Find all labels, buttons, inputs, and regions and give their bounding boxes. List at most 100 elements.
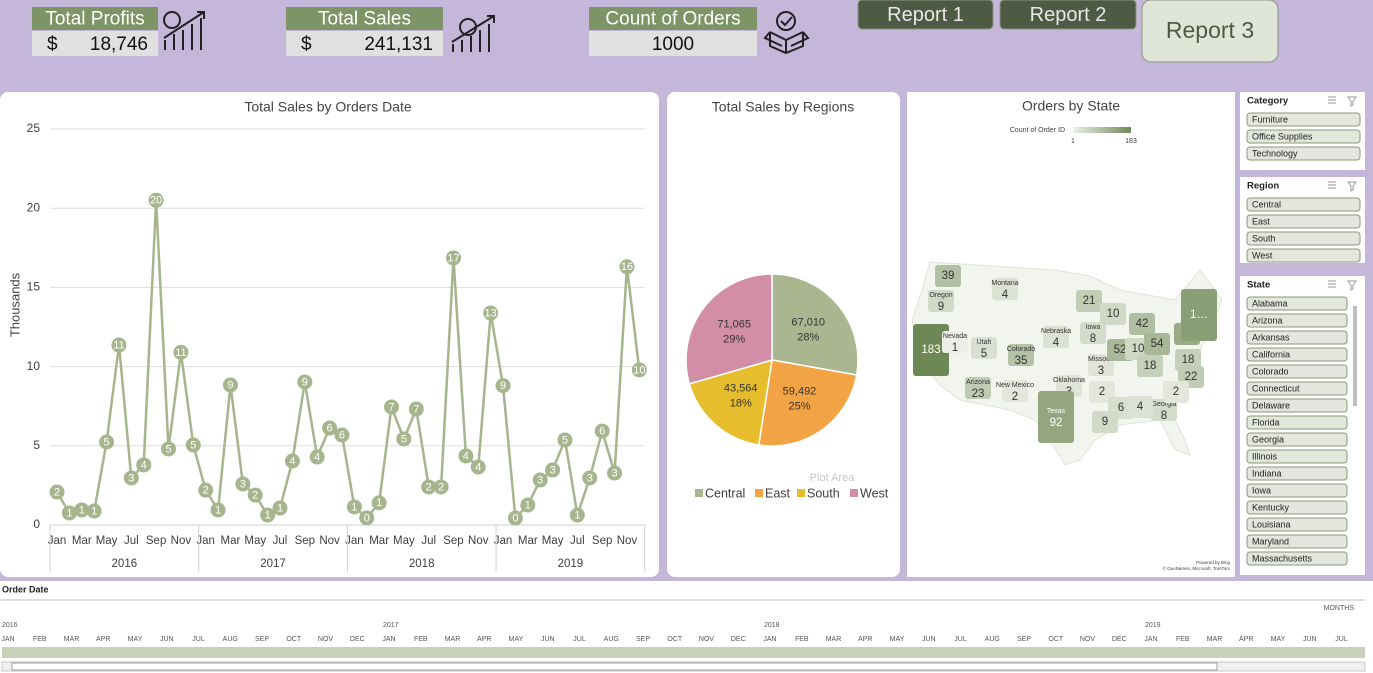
timeline-month[interactable]: DEC	[350, 636, 365, 643]
slicer-item[interactable]	[1246, 146, 1361, 161]
timeline-month[interactable]: DEC	[731, 636, 746, 643]
data-point	[545, 462, 561, 478]
slicer-item[interactable]	[1246, 551, 1348, 566]
timeline-month[interactable]: OCT	[286, 636, 302, 643]
timeline-month[interactable]: SEP	[255, 636, 269, 643]
slicer-item-label[interactable]: Central	[1252, 199, 1281, 209]
timeline-month[interactable]: MAR	[64, 636, 80, 643]
timeline-month[interactable]: JAN	[1144, 636, 1157, 643]
slicer-item-label[interactable]: Alabama	[1252, 298, 1288, 308]
slicer-item[interactable]	[1246, 197, 1361, 212]
timeline-month[interactable]: NOV	[318, 636, 334, 643]
timeline-month[interactable]: DEC	[1112, 636, 1127, 643]
slicer-icons[interactable]	[1328, 280, 1357, 291]
slicer-item-label[interactable]: Illinois	[1252, 451, 1278, 461]
slicer-item[interactable]	[1246, 214, 1361, 229]
timeline-month[interactable]: APR	[477, 636, 491, 643]
slicer-item-label[interactable]: Florida	[1252, 417, 1280, 427]
timeline-month[interactable]: JUL	[954, 636, 967, 643]
timeline-month[interactable]: APR	[1239, 636, 1253, 643]
timeline-month[interactable]: NOV	[699, 636, 715, 643]
slicer-item-label[interactable]: Massachusetts	[1252, 553, 1313, 563]
timeline-month[interactable]: JUL	[192, 636, 205, 643]
timeline-month[interactable]: FEB	[414, 636, 428, 643]
slicer-item-label[interactable]: Louisiana	[1252, 519, 1291, 529]
timeline-month[interactable]: APR	[96, 636, 110, 643]
timeline-month[interactable]: FEB	[795, 636, 809, 643]
report-button-label[interactable]: Report 3	[1166, 17, 1254, 43]
timeline-month[interactable]: MAY	[1271, 636, 1286, 643]
timeline-month[interactable]: JUN	[1303, 636, 1317, 643]
slicer-item-label[interactable]: Office Supplies	[1252, 131, 1313, 141]
slicer-item[interactable]	[1246, 248, 1361, 263]
slicer-item-label[interactable]: West	[1252, 250, 1273, 260]
slicer-item[interactable]	[1246, 112, 1361, 127]
timeline-month[interactable]: FEB	[1176, 636, 1190, 643]
timeline-month[interactable]: SEP	[1017, 636, 1031, 643]
slicer-item-label[interactable]: Indiana	[1252, 468, 1282, 478]
timeline-month[interactable]: JUL	[573, 636, 586, 643]
slicer-item[interactable]	[1246, 517, 1348, 532]
slicer-item-label[interactable]: Connecticut	[1252, 383, 1300, 393]
timeline-month[interactable]: MAY	[509, 636, 524, 643]
slicer-item-label[interactable]: Iowa	[1252, 485, 1271, 495]
slicer-item[interactable]	[1246, 432, 1348, 447]
timeline-month[interactable]: JAN	[1, 636, 14, 643]
timeline-month[interactable]: JUN	[160, 636, 174, 643]
slicer-item-label[interactable]: Georgia	[1252, 434, 1284, 444]
slicer-item-label[interactable]: Technology	[1252, 148, 1298, 158]
slicer-item[interactable]	[1246, 534, 1348, 549]
slicer-item-label[interactable]: Delaware	[1252, 400, 1290, 410]
report-button[interactable]	[1141, 0, 1279, 63]
slicer-item-label[interactable]: Arkansas	[1252, 332, 1290, 342]
timeline-month[interactable]: AUG	[604, 636, 619, 643]
timeline-month[interactable]: JAN	[763, 636, 776, 643]
report-button[interactable]	[857, 0, 994, 30]
timeline-month[interactable]: MAY	[128, 636, 143, 643]
slicer-item[interactable]	[1246, 381, 1348, 396]
timeline-month[interactable]: MAR	[1207, 636, 1223, 643]
slicer-item[interactable]	[1246, 347, 1348, 362]
timeline-month[interactable]: OCT	[667, 636, 683, 643]
timeline-month[interactable]: JUN	[922, 636, 936, 643]
timeline-month[interactable]: FEB	[33, 636, 47, 643]
timeline-month[interactable]: JUL	[1335, 636, 1348, 643]
slicer-item[interactable]	[1246, 364, 1348, 379]
report-button-label[interactable]: Report 2	[1030, 4, 1107, 26]
timeline-month[interactable]: MAY	[890, 636, 905, 643]
slicer-item-label[interactable]: South	[1252, 233, 1276, 243]
timeline-month[interactable]: MAR	[826, 636, 842, 643]
slicer-item[interactable]	[1246, 483, 1348, 498]
slicer-icons[interactable]	[1328, 96, 1357, 107]
timeline-month[interactable]: AUG	[985, 636, 1000, 643]
timeline-month[interactable]: SEP	[636, 636, 650, 643]
timeline-month[interactable]: MAR	[445, 636, 461, 643]
slicer-item-label[interactable]: California	[1252, 349, 1290, 359]
slicer-item[interactable]	[1246, 398, 1348, 413]
report-button-label[interactable]: Report 1	[887, 4, 964, 26]
slicer-item[interactable]	[1246, 129, 1361, 144]
slicer-item-label[interactable]: Colorado	[1252, 366, 1289, 376]
slicer-item[interactable]	[1246, 500, 1348, 515]
slicer-item[interactable]	[1246, 313, 1348, 328]
timeline-month[interactable]: JUN	[541, 636, 555, 643]
timeline-month[interactable]: AUG	[223, 636, 238, 643]
slicer-item-label[interactable]: Maryland	[1252, 536, 1289, 546]
timeline-month[interactable]: JAN	[382, 636, 395, 643]
slicer-item-label[interactable]: Kentucky	[1252, 502, 1290, 512]
timeline-month[interactable]: NOV	[1080, 636, 1096, 643]
timeline-month[interactable]: APR	[858, 636, 872, 643]
slicer-item[interactable]	[1246, 415, 1348, 430]
timeline-unit[interactable]: MONTHS	[1324, 605, 1355, 612]
slicer-item[interactable]	[1246, 231, 1361, 246]
slicer-icons[interactable]	[1328, 181, 1357, 192]
timeline-month[interactable]: OCT	[1048, 636, 1064, 643]
slicer-item-label[interactable]: Arizona	[1252, 315, 1283, 325]
slicer-item[interactable]	[1246, 330, 1348, 345]
slicer-item[interactable]	[1246, 449, 1348, 464]
slicer-item[interactable]	[1246, 466, 1348, 481]
slicer-item[interactable]	[1246, 296, 1348, 311]
slicer-item-label[interactable]: Furniture	[1252, 114, 1288, 124]
slicer-item-label[interactable]: East	[1252, 216, 1271, 226]
report-button[interactable]	[999, 0, 1137, 30]
